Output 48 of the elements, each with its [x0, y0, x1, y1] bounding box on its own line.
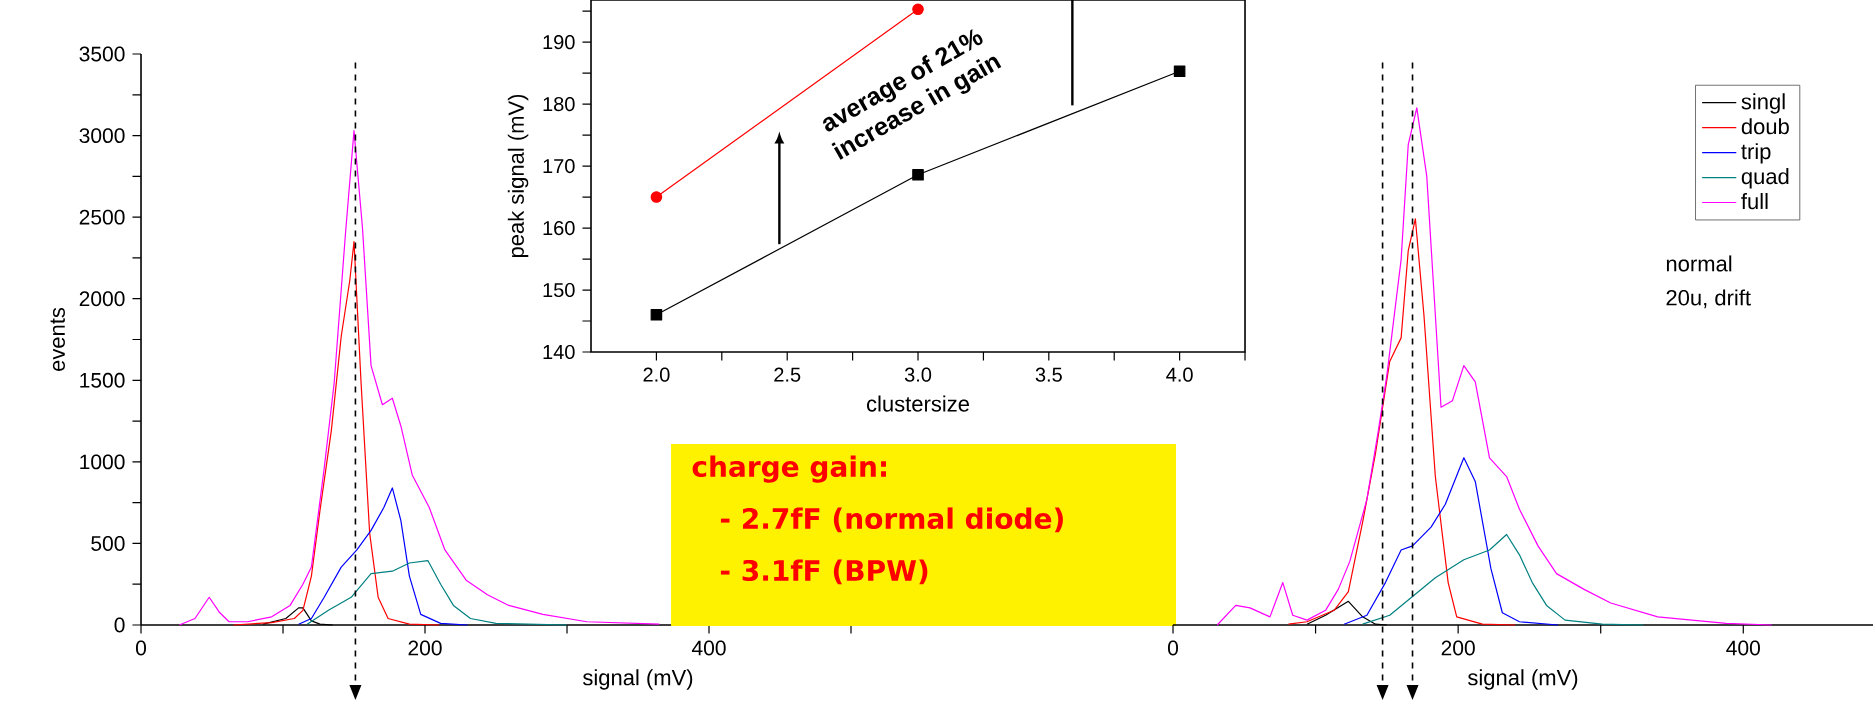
point	[650, 191, 663, 203]
y-tick-label: 160	[543, 220, 575, 236]
x-tick-label: 400	[691, 640, 726, 656]
y-tick-label: 2500	[79, 209, 125, 225]
y-tick-label: 150	[543, 282, 575, 298]
y-tick-label: 170	[543, 159, 575, 174]
x-tick-label: 400	[1726, 640, 1760, 656]
x-tick-label: 2.5	[774, 367, 801, 382]
x-tick-label: 200	[408, 640, 442, 656]
line-series	[306, 559, 568, 626]
point	[912, 168, 924, 181]
x-tick-label: 2.0	[643, 367, 670, 382]
x-axis-title: clustersize	[866, 395, 969, 412]
annotation: - 2.7fF (normal diode)	[720, 507, 1063, 533]
y-axis-title: events	[50, 307, 65, 371]
y-tick-label: 0	[114, 617, 125, 633]
legend-label: singl	[1741, 93, 1785, 114]
x-axis-title: signal (mV)	[583, 669, 693, 690]
y-tick-label: 180	[543, 97, 575, 112]
legend-label: doub	[1741, 118, 1789, 135]
point	[1173, 65, 1186, 78]
annotation: 20u, drift	[1666, 289, 1751, 309]
y-tick-label: 1500	[80, 372, 125, 388]
y-axis-title: peak signal (mV)	[507, 94, 529, 258]
y-tick-label: 2000	[79, 291, 125, 307]
point	[912, 3, 924, 16]
annotation: - 3.1fF (BPW)	[720, 559, 928, 585]
x-tick-label: 200	[1441, 640, 1475, 656]
x-tick-label: 0	[135, 640, 147, 656]
x-tick-label: 3.5	[1035, 367, 1062, 382]
legend-label: trip	[1741, 143, 1771, 164]
y-tick-label: 140	[543, 344, 575, 360]
legend-label: quad	[1741, 168, 1789, 189]
y-tick-label: 1000	[80, 454, 125, 470]
legend-label: full	[1741, 193, 1768, 210]
line-series	[232, 241, 440, 626]
annotation: normal	[1666, 255, 1732, 272]
y-tick-label: 3000	[79, 128, 125, 144]
x-tick-label: 4.0	[1166, 367, 1193, 382]
y-tick-label: 3500	[79, 46, 125, 62]
x-axis-title: signal (mV)	[1468, 669, 1578, 690]
line-series	[298, 487, 469, 626]
y-tick-label: 190	[543, 35, 575, 50]
y-tick-label: 500	[91, 536, 125, 551]
point	[650, 309, 663, 321]
annotation: charge gain:	[692, 455, 886, 483]
x-tick-label: 3.0	[904, 367, 932, 382]
x-tick-label: 0	[1167, 640, 1179, 656]
